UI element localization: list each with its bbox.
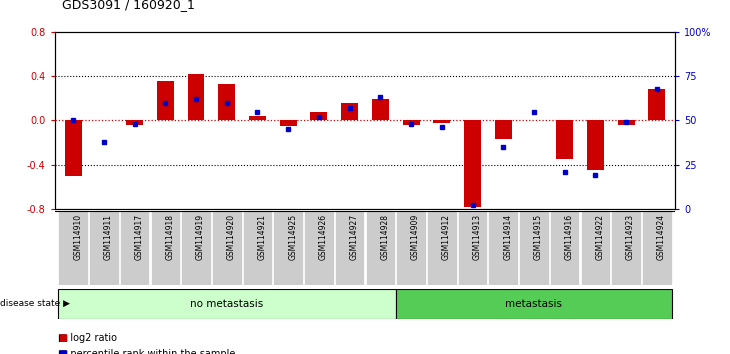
Bar xyxy=(212,211,242,285)
Bar xyxy=(249,116,266,120)
Text: GSM114911: GSM114911 xyxy=(104,213,113,259)
Text: GSM114923: GSM114923 xyxy=(626,213,635,260)
Text: GSM114927: GSM114927 xyxy=(350,213,358,260)
Text: GSM114915: GSM114915 xyxy=(534,213,543,260)
Text: GSM114914: GSM114914 xyxy=(503,213,512,260)
Text: GSM114919: GSM114919 xyxy=(196,213,205,260)
Bar xyxy=(396,289,672,319)
Bar xyxy=(495,120,512,139)
Text: GSM114924: GSM114924 xyxy=(657,213,666,260)
Bar xyxy=(274,211,303,285)
Bar xyxy=(427,211,456,285)
Bar xyxy=(372,99,389,120)
Text: metastasis: metastasis xyxy=(505,298,562,309)
Bar xyxy=(157,81,174,120)
Bar xyxy=(304,211,334,285)
Bar xyxy=(396,211,426,285)
Bar xyxy=(403,120,420,125)
Text: GSM114920: GSM114920 xyxy=(227,213,236,260)
Bar xyxy=(150,211,180,285)
Bar xyxy=(434,120,450,122)
Bar xyxy=(580,211,610,285)
Bar xyxy=(519,211,549,285)
Text: no metastasis: no metastasis xyxy=(190,298,264,309)
Bar xyxy=(550,211,580,285)
Bar xyxy=(218,84,235,120)
Text: GSM114916: GSM114916 xyxy=(565,213,574,260)
Bar xyxy=(556,120,573,159)
Bar xyxy=(65,120,82,176)
Bar xyxy=(58,211,88,285)
Text: GDS3091 / 160920_1: GDS3091 / 160920_1 xyxy=(62,0,195,11)
Text: ■ log2 ratio: ■ log2 ratio xyxy=(58,333,118,343)
Bar xyxy=(120,211,150,285)
Text: GSM114910: GSM114910 xyxy=(73,213,82,260)
Bar xyxy=(310,112,327,120)
Bar xyxy=(587,120,604,170)
Bar xyxy=(280,120,296,126)
Bar xyxy=(464,120,481,207)
Bar xyxy=(648,89,665,120)
Text: GSM114913: GSM114913 xyxy=(472,213,482,260)
Bar xyxy=(335,211,364,285)
Bar xyxy=(611,211,641,285)
Bar xyxy=(181,211,211,285)
Bar xyxy=(89,211,119,285)
Text: GSM114921: GSM114921 xyxy=(258,213,266,259)
Text: GSM114925: GSM114925 xyxy=(288,213,297,260)
Bar xyxy=(341,103,358,120)
Text: GSM114922: GSM114922 xyxy=(596,213,604,259)
Bar xyxy=(618,120,634,125)
Bar xyxy=(58,289,396,319)
Text: GSM114909: GSM114909 xyxy=(411,213,420,260)
Text: ■: ■ xyxy=(58,333,68,343)
Text: ■: ■ xyxy=(58,349,68,354)
Bar xyxy=(243,211,272,285)
Bar xyxy=(458,211,487,285)
Bar xyxy=(126,120,143,125)
Text: GSM114928: GSM114928 xyxy=(380,213,389,259)
Text: ■ percentile rank within the sample: ■ percentile rank within the sample xyxy=(58,349,236,354)
Text: GSM114926: GSM114926 xyxy=(319,213,328,260)
Bar xyxy=(366,211,395,285)
Text: GSM114912: GSM114912 xyxy=(442,213,451,259)
Bar xyxy=(488,211,518,285)
Bar xyxy=(642,211,672,285)
Text: disease state ▶: disease state ▶ xyxy=(0,299,70,308)
Text: GSM114918: GSM114918 xyxy=(165,213,174,259)
Bar xyxy=(188,74,204,120)
Text: GSM114917: GSM114917 xyxy=(134,213,144,260)
